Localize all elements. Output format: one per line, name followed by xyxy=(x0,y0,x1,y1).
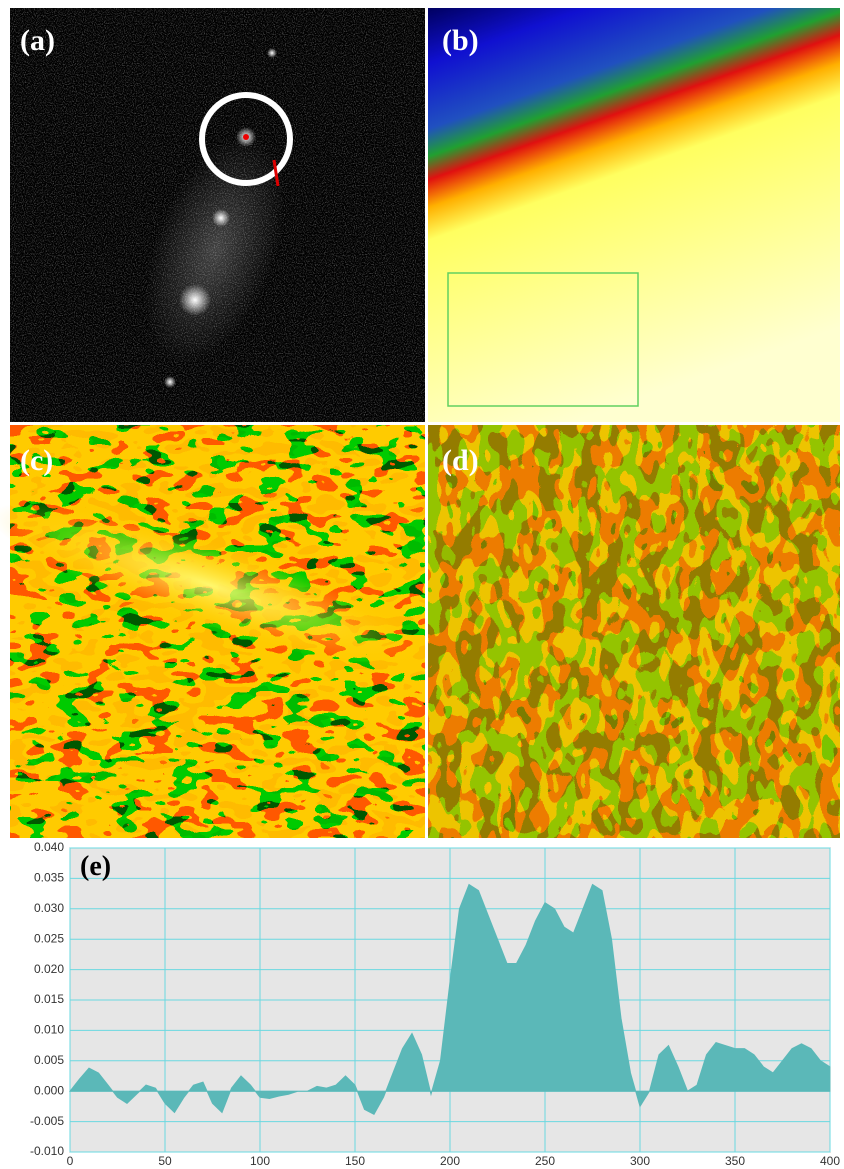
x-tick-label: 400 xyxy=(820,1154,840,1168)
x-tick-label: 250 xyxy=(535,1154,555,1168)
roi-box xyxy=(447,272,639,407)
y-tick-label: 0.020 xyxy=(34,962,64,976)
panel-d xyxy=(428,425,840,838)
y-tick-label: 0.030 xyxy=(34,901,64,915)
chart: -0.010 -0.005 0.000 0.005 0.010 0.015 0.020 0.0… xyxy=(30,840,840,1168)
band xyxy=(0,503,430,667)
y-tick-label: 0.000 xyxy=(34,1083,64,1097)
y-tick-label: 0.010 xyxy=(34,1023,64,1037)
y-tick-label: 0.025 xyxy=(34,931,64,945)
x-tick-label: 350 xyxy=(725,1154,745,1168)
y-tick-label: 0.035 xyxy=(34,871,64,885)
panel-b xyxy=(428,8,840,422)
x-tick-label: 50 xyxy=(158,1154,172,1168)
area xyxy=(68,883,831,1115)
x-tick-label: 0 xyxy=(67,1154,74,1168)
panel-label: (c) xyxy=(20,444,53,477)
panel-label: (d) xyxy=(442,444,479,477)
panel-label: (a) xyxy=(20,24,55,57)
x-tick-label: 200 xyxy=(440,1154,460,1168)
spots xyxy=(145,48,293,388)
x-tick-label: 150 xyxy=(345,1154,365,1168)
y-tick-label: 0.040 xyxy=(34,840,64,854)
y-tick-label: 0.005 xyxy=(34,1053,64,1067)
x-tick-label: 100 xyxy=(250,1154,270,1168)
y-tick-label: -0.010 xyxy=(30,1144,64,1158)
y-tick-label: 0.015 xyxy=(34,992,64,1006)
panel-label: (e) xyxy=(80,851,111,882)
y-tick-label: -0.005 xyxy=(30,1114,64,1128)
x-tick-label: 300 xyxy=(630,1154,650,1168)
panel-label: (b) xyxy=(442,24,479,57)
